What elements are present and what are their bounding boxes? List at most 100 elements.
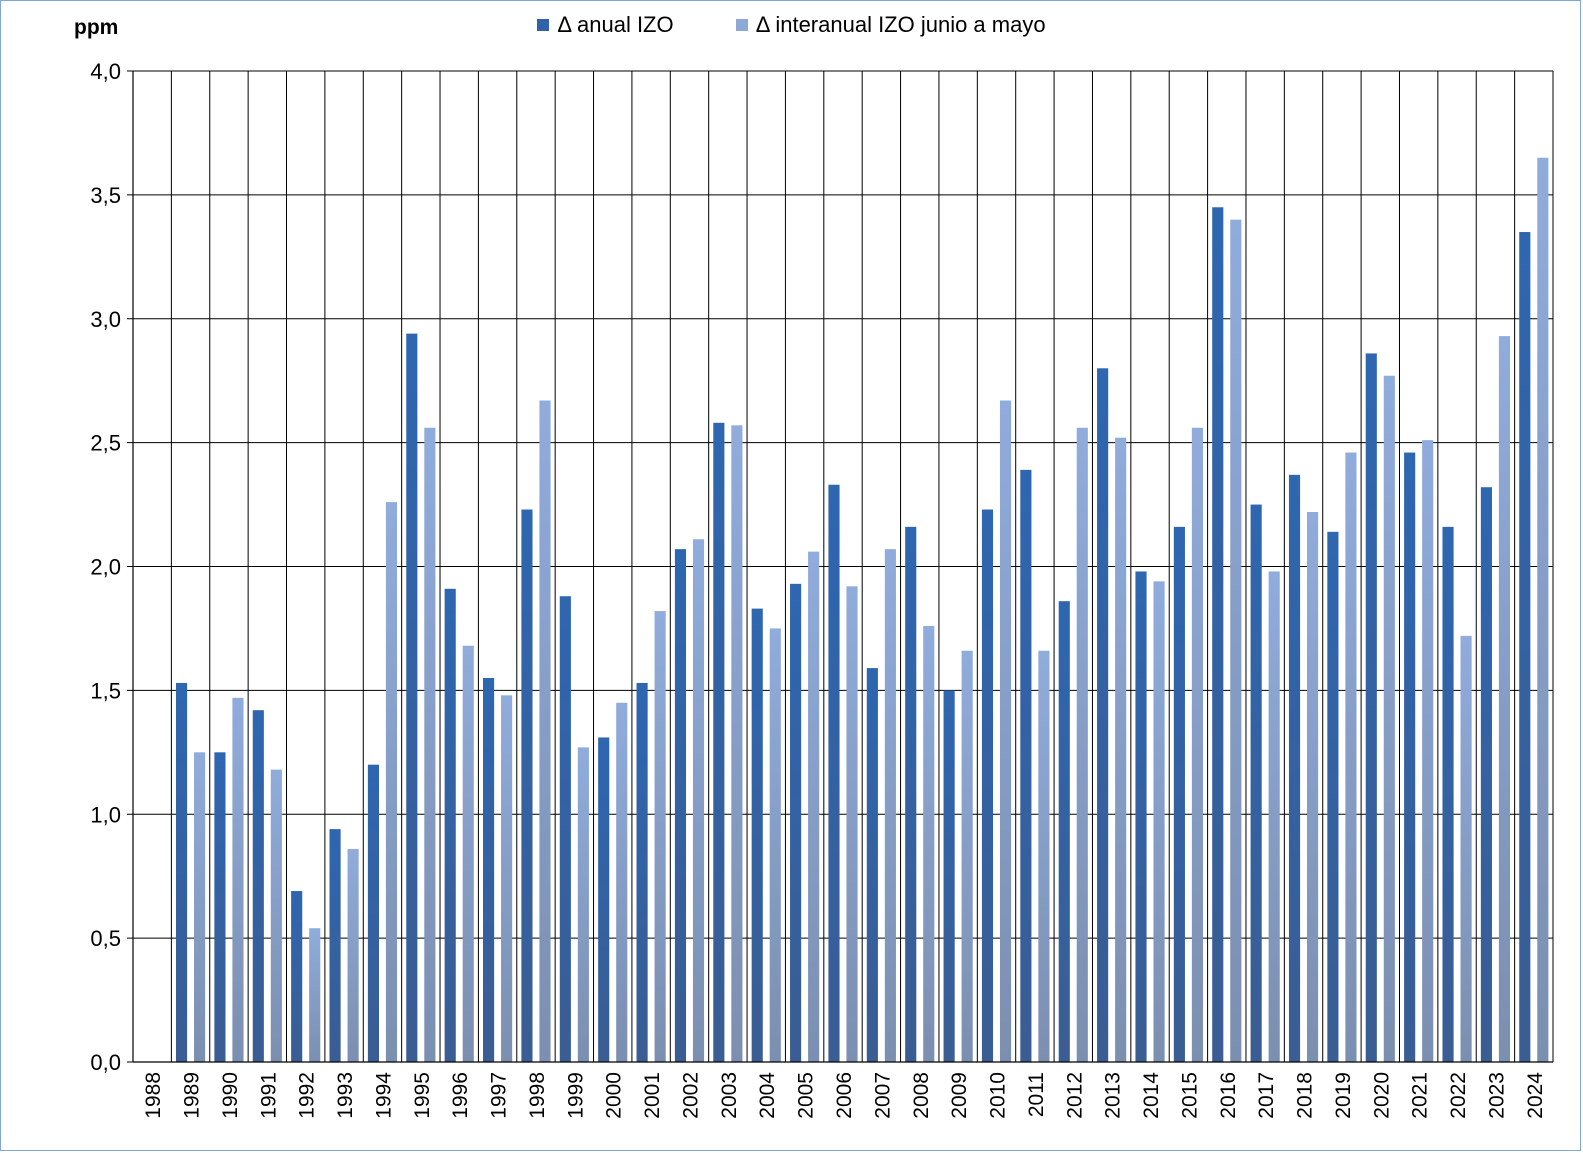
bar-anual-1998 bbox=[521, 509, 533, 1063]
bar-anual-2020 bbox=[1365, 353, 1377, 1062]
bar-anual-1990 bbox=[214, 752, 226, 1062]
x-tick-label: 2012 bbox=[1063, 1072, 1086, 1119]
bar-anual-2014 bbox=[1135, 571, 1147, 1062]
bar-interanual-1992 bbox=[309, 928, 321, 1062]
bar-interanual-2024 bbox=[1537, 157, 1549, 1062]
bar-anual-1993 bbox=[329, 829, 341, 1062]
x-tick-label: 1993 bbox=[334, 1072, 357, 1119]
bar-interanual-1996 bbox=[462, 645, 474, 1062]
bar-interanual-2003 bbox=[731, 425, 743, 1063]
x-tick-label: 2007 bbox=[871, 1072, 894, 1119]
bar-anual-1992 bbox=[291, 891, 303, 1062]
bar-interanual-2010 bbox=[999, 400, 1012, 1062]
y-tick-label: 2,0 bbox=[90, 555, 121, 580]
x-tick-label: 2005 bbox=[795, 1072, 818, 1119]
x-tick-label: 2022 bbox=[1447, 1072, 1470, 1119]
x-tick-label: 1997 bbox=[488, 1072, 511, 1119]
y-tick-label: 0,0 bbox=[90, 1050, 121, 1075]
bar-interanual-2012 bbox=[1076, 427, 1088, 1062]
x-tick-label: 1999 bbox=[564, 1072, 587, 1119]
bar-interanual-1994 bbox=[385, 502, 398, 1063]
x-tick-label: 2009 bbox=[948, 1072, 971, 1119]
bar-anual-1994 bbox=[367, 764, 380, 1062]
bar-anual-2002 bbox=[674, 549, 687, 1062]
bar-anual-1997 bbox=[483, 677, 495, 1062]
bar-anual-2005 bbox=[790, 583, 802, 1062]
legend-swatch-interanual bbox=[735, 19, 748, 31]
bar-interanual-2007 bbox=[884, 549, 896, 1062]
x-tick-label: 2024 bbox=[1524, 1072, 1547, 1119]
y-tick-label: 3,0 bbox=[90, 307, 121, 332]
x-tick-label: 2014 bbox=[1140, 1072, 1163, 1119]
x-tick-label: 1990 bbox=[219, 1072, 242, 1119]
legend: Δ anual IZO Δ interanual IZO junio a may… bbox=[0, 12, 1583, 38]
bar-anual-2000 bbox=[598, 737, 610, 1062]
bar-interanual-2000 bbox=[616, 702, 628, 1062]
x-tick-label: 1991 bbox=[257, 1072, 280, 1119]
bar-interanual-1993 bbox=[347, 848, 359, 1062]
bar-interanual-2020 bbox=[1383, 375, 1395, 1062]
bar-anual-2019 bbox=[1327, 531, 1339, 1062]
x-tick-label: 2008 bbox=[910, 1072, 933, 1119]
bar-anual-1995 bbox=[406, 333, 418, 1062]
y-tick-label: 0,5 bbox=[90, 926, 121, 951]
bar-anual-2018 bbox=[1288, 474, 1301, 1062]
bar-anual-1989 bbox=[175, 682, 188, 1062]
y-tick-label: 1,5 bbox=[90, 678, 121, 703]
gridlines bbox=[132, 70, 1554, 1063]
bar-interanual-2009 bbox=[961, 650, 973, 1062]
y-axis-label: ppm bbox=[74, 16, 119, 39]
x-tick-label: 2000 bbox=[603, 1072, 626, 1119]
bar-interanual-2005 bbox=[808, 551, 820, 1062]
bar-anual-2021 bbox=[1404, 452, 1416, 1062]
x-tick-label: 2015 bbox=[1178, 1072, 1201, 1119]
bar-interanual-2002 bbox=[692, 539, 705, 1062]
bars bbox=[175, 157, 1549, 1063]
bar-anual-2013 bbox=[1097, 368, 1109, 1062]
y-tick-label: 3,5 bbox=[90, 183, 121, 208]
bar-anual-2012 bbox=[1058, 601, 1070, 1062]
bar-interanual-2006 bbox=[846, 586, 858, 1062]
bar-anual-2023 bbox=[1480, 487, 1492, 1063]
bar-interanual-2016 bbox=[1230, 219, 1242, 1062]
bar-interanual-2021 bbox=[1422, 440, 1434, 1063]
bar-anual-2010 bbox=[981, 509, 994, 1063]
x-tick-label: 2002 bbox=[679, 1072, 702, 1119]
bar-anual-2016 bbox=[1212, 207, 1224, 1062]
bar-anual-2024 bbox=[1519, 232, 1531, 1063]
bar-interanual-1990 bbox=[232, 697, 244, 1062]
legend-item-anual: Δ anual IZO bbox=[537, 12, 674, 38]
bar-interanual-2011 bbox=[1038, 650, 1050, 1062]
bar-interanual-1997 bbox=[501, 695, 513, 1062]
bar-interanual-2008 bbox=[923, 625, 935, 1062]
y-tick-label: 4,0 bbox=[90, 59, 121, 84]
bar-interanual-2013 bbox=[1115, 437, 1127, 1062]
x-tick-label: 2019 bbox=[1332, 1072, 1355, 1119]
x-tick-label: 1995 bbox=[411, 1072, 434, 1119]
bar-interanual-1995 bbox=[424, 427, 436, 1062]
bar-anual-2008 bbox=[905, 526, 917, 1062]
x-tick-label: 2013 bbox=[1102, 1072, 1125, 1119]
legend-label-interanual: Δ interanual IZO junio a mayo bbox=[755, 12, 1046, 37]
bar-interanual-1998 bbox=[539, 400, 551, 1062]
bar-anual-1999 bbox=[559, 596, 571, 1062]
bar-interanual-2022 bbox=[1460, 635, 1472, 1062]
legend-item-interanual: Δ interanual IZO junio a mayo bbox=[735, 12, 1046, 38]
bar-interanual-2023 bbox=[1498, 336, 1511, 1062]
bar-interanual-2017 bbox=[1268, 571, 1280, 1062]
bar-anual-2004 bbox=[751, 608, 763, 1062]
bar-interanual-2015 bbox=[1191, 427, 1203, 1062]
x-tick-label: 2011 bbox=[1025, 1072, 1048, 1117]
x-tick-label: 2016 bbox=[1217, 1072, 1240, 1119]
x-tick-label: 2023 bbox=[1485, 1072, 1508, 1119]
bar-anual-2009 bbox=[943, 690, 955, 1062]
x-tick-label: 2003 bbox=[718, 1072, 741, 1119]
legend-swatch-anual bbox=[537, 19, 550, 31]
x-tick-label: 2020 bbox=[1370, 1072, 1393, 1119]
x-tick-label: 1994 bbox=[372, 1072, 395, 1119]
x-tick-label: 1989 bbox=[181, 1072, 204, 1119]
x-tick-label: 1996 bbox=[449, 1072, 472, 1119]
bar-anual-1991 bbox=[252, 710, 264, 1062]
x-tick-label: 2010 bbox=[987, 1072, 1010, 1119]
